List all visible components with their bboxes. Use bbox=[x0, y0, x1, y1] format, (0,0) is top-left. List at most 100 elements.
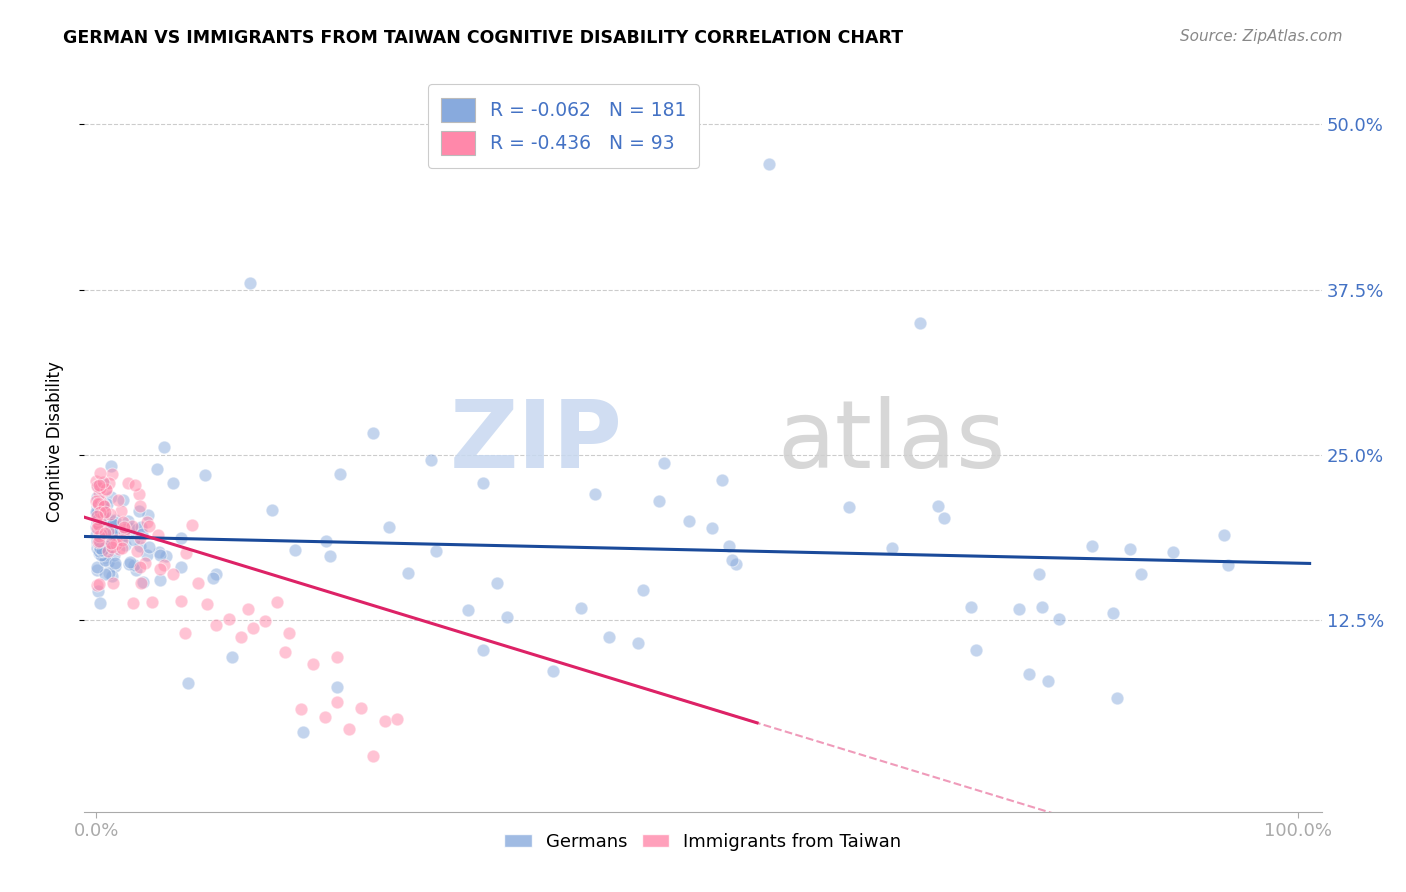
Point bbox=[97, 475, 120, 490]
Point bbox=[97, 541, 120, 556]
Point bbox=[121, 518, 143, 533]
Point bbox=[89, 535, 111, 549]
Point bbox=[583, 486, 606, 500]
Point bbox=[485, 575, 508, 590]
Point bbox=[114, 538, 136, 552]
Point bbox=[627, 636, 650, 650]
Point bbox=[148, 545, 170, 559]
Point bbox=[86, 496, 108, 510]
Point bbox=[170, 559, 193, 574]
Point bbox=[94, 518, 117, 533]
Point bbox=[94, 545, 117, 559]
Point bbox=[89, 505, 111, 519]
Point bbox=[202, 571, 225, 585]
Point bbox=[101, 541, 124, 555]
Point bbox=[326, 681, 349, 695]
Point bbox=[138, 519, 160, 533]
Point bbox=[86, 509, 108, 524]
Point bbox=[648, 493, 671, 508]
Point bbox=[129, 576, 152, 591]
Point bbox=[93, 541, 115, 556]
Point bbox=[260, 503, 283, 517]
Point bbox=[89, 492, 111, 507]
Point bbox=[187, 576, 209, 591]
Point bbox=[97, 524, 120, 539]
Point bbox=[94, 483, 117, 498]
Point bbox=[218, 612, 240, 626]
Point bbox=[253, 614, 276, 628]
Point bbox=[86, 563, 108, 577]
Point bbox=[274, 645, 297, 659]
Point bbox=[97, 555, 120, 569]
Point bbox=[114, 522, 136, 536]
Point bbox=[174, 546, 197, 560]
Point bbox=[94, 526, 117, 541]
Point bbox=[934, 510, 956, 524]
Point bbox=[965, 643, 987, 657]
Point bbox=[94, 512, 117, 526]
Point bbox=[93, 533, 115, 547]
Point bbox=[91, 548, 114, 562]
Point bbox=[960, 599, 983, 614]
Point bbox=[86, 519, 108, 533]
Point bbox=[128, 500, 150, 514]
Point bbox=[155, 549, 177, 563]
Point bbox=[91, 526, 114, 541]
Point bbox=[149, 562, 172, 576]
Point bbox=[717, 539, 740, 553]
Point bbox=[89, 503, 111, 517]
Point bbox=[103, 515, 125, 529]
Point bbox=[128, 560, 150, 574]
Point bbox=[721, 553, 744, 567]
Point bbox=[107, 525, 129, 540]
Point bbox=[86, 508, 108, 522]
Point bbox=[91, 534, 114, 549]
Point bbox=[93, 525, 115, 540]
Point bbox=[86, 490, 108, 504]
Point bbox=[91, 497, 114, 511]
Point bbox=[90, 543, 112, 558]
Point bbox=[205, 618, 228, 632]
Point bbox=[100, 521, 122, 535]
Point bbox=[118, 558, 141, 572]
Point bbox=[1130, 566, 1153, 581]
Point bbox=[90, 535, 112, 549]
Point bbox=[1047, 612, 1070, 626]
Point bbox=[87, 486, 110, 500]
Point bbox=[146, 528, 169, 542]
Point bbox=[103, 525, 125, 540]
Point bbox=[315, 534, 337, 549]
Point bbox=[125, 543, 148, 558]
Point bbox=[91, 475, 114, 489]
Point bbox=[86, 516, 108, 530]
Point bbox=[87, 478, 110, 492]
Point bbox=[98, 566, 121, 580]
Point bbox=[292, 725, 315, 739]
Point bbox=[361, 749, 384, 764]
Point bbox=[96, 497, 118, 511]
Point bbox=[86, 528, 108, 542]
Point bbox=[89, 525, 111, 540]
Point bbox=[425, 544, 447, 558]
Point bbox=[91, 533, 114, 547]
Point bbox=[111, 515, 134, 529]
Point bbox=[350, 701, 373, 715]
Point bbox=[104, 557, 127, 571]
Point bbox=[100, 458, 122, 473]
Point bbox=[325, 695, 347, 709]
Point bbox=[1018, 667, 1040, 681]
Point bbox=[127, 522, 149, 536]
Point bbox=[86, 494, 108, 508]
Point bbox=[221, 650, 243, 665]
Point bbox=[108, 542, 131, 557]
Point bbox=[325, 649, 347, 664]
Text: GERMAN VS IMMIGRANTS FROM TAIWAN COGNITIVE DISABILITY CORRELATION CHART: GERMAN VS IMMIGRANTS FROM TAIWAN COGNITI… bbox=[63, 29, 904, 46]
Point bbox=[104, 533, 127, 547]
Point bbox=[194, 468, 217, 483]
Point bbox=[89, 481, 111, 495]
Point bbox=[170, 531, 193, 545]
Point bbox=[242, 621, 264, 635]
Point bbox=[94, 514, 117, 528]
Point bbox=[301, 657, 323, 671]
Point bbox=[117, 514, 139, 528]
